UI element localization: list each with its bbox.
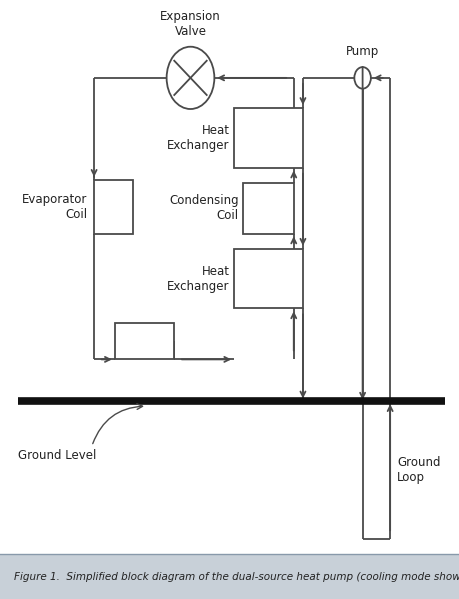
- Bar: [0, 554, 459, 599]
- Text: Expansion
Valve: Expansion Valve: [160, 10, 221, 38]
- Bar: [115, 323, 174, 359]
- Text: Ground
Loop: Ground Loop: [397, 456, 441, 484]
- Text: Evaporator
Coil: Evaporator Coil: [22, 193, 87, 220]
- Text: Pump: Pump: [346, 45, 379, 58]
- Bar: [234, 108, 303, 168]
- Text: Ground Level: Ground Level: [18, 449, 97, 462]
- Bar: [234, 249, 303, 308]
- Bar: [94, 180, 133, 234]
- Circle shape: [167, 47, 214, 109]
- Text: Condensing
Coil: Condensing Coil: [169, 194, 239, 222]
- Bar: [243, 183, 294, 234]
- Text: Figure 1.  Simplified block diagram of the dual-source heat pump (cooling mode s: Figure 1. Simplified block diagram of th…: [14, 571, 459, 582]
- Text: Heat
Exchanger: Heat Exchanger: [167, 265, 230, 292]
- Text: Heat
Exchanger: Heat Exchanger: [167, 124, 230, 152]
- Circle shape: [354, 67, 371, 89]
